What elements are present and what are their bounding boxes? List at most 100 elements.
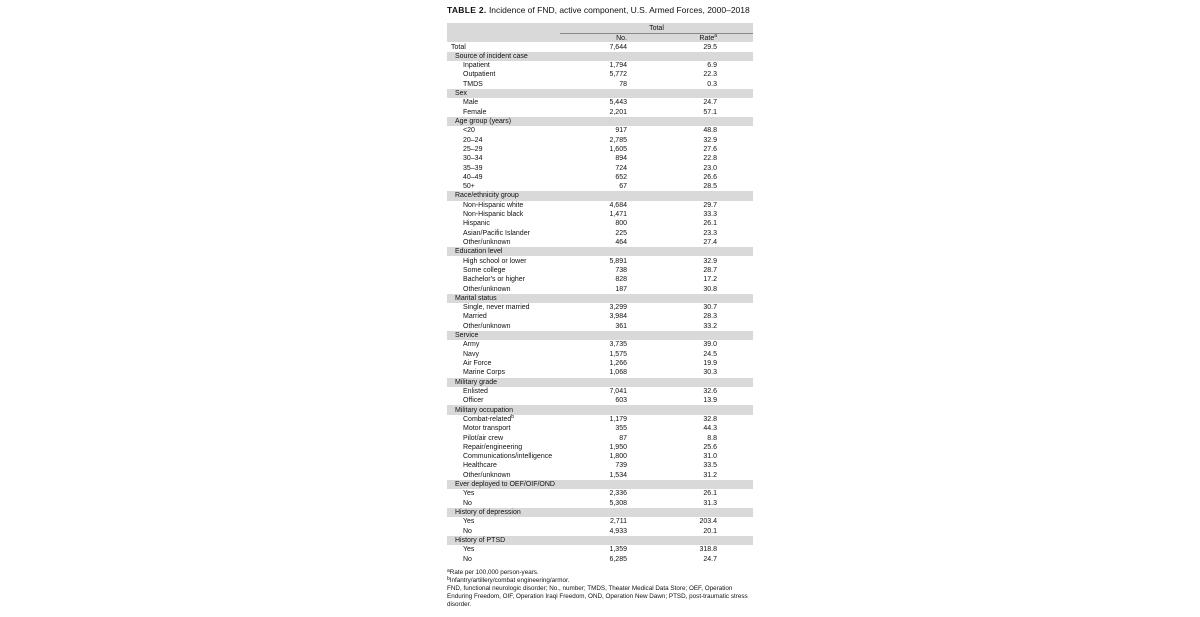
group-label: Military occupation bbox=[455, 406, 513, 414]
row-label-text: Communications/intelligence bbox=[463, 453, 553, 461]
column-header: No. bbox=[616, 34, 627, 42]
row-label-text: Non-Hispanic white bbox=[463, 201, 524, 209]
cell-number: 7,644 bbox=[609, 43, 627, 51]
row-label-text: Inpatient bbox=[463, 62, 490, 70]
cell-rate: 28.7 bbox=[703, 266, 717, 274]
cell-rate: 22.8 bbox=[703, 155, 717, 163]
cell-number: 3,984 bbox=[609, 313, 627, 321]
cell-rate: 31.2 bbox=[703, 471, 717, 479]
cell-number: 917 bbox=[615, 127, 627, 135]
header-line bbox=[560, 33, 753, 34]
cell-rate: 318.8 bbox=[699, 546, 717, 554]
footnote-text: Infantry/artillery/combat engineering/ar… bbox=[449, 576, 570, 584]
row-label-text: Yes bbox=[463, 518, 475, 526]
row-label: 30–34 bbox=[463, 154, 482, 163]
cell-rate: 23.3 bbox=[703, 229, 717, 237]
cell-rate: 19.9 bbox=[703, 360, 717, 368]
row-label-text: 30–34 bbox=[463, 155, 483, 163]
footnote: aRate per 100,000 person-years. bbox=[447, 567, 753, 577]
cell-number: 2,201 bbox=[609, 108, 627, 116]
row-label: Healthcare bbox=[463, 461, 497, 470]
row-label: Other/unknown bbox=[463, 238, 510, 247]
row-label-text: Other/unknown bbox=[463, 285, 511, 293]
group-row-shade bbox=[447, 535, 753, 546]
row-label-text: Air Force bbox=[463, 360, 492, 368]
cell-rate: 25.6 bbox=[703, 443, 717, 451]
group-label: Sex bbox=[455, 90, 468, 98]
group-row-shade bbox=[447, 51, 753, 61]
row-label-text: Pilot/air crew bbox=[463, 434, 504, 442]
row-label: Officer bbox=[463, 396, 484, 405]
cell-number: 5,772 bbox=[609, 71, 627, 79]
row-label-text: No bbox=[463, 499, 472, 507]
row-label: Non-Hispanic white bbox=[463, 201, 523, 210]
cell-number: 3,735 bbox=[609, 341, 627, 349]
cell-rate: 24.7 bbox=[703, 555, 717, 563]
cell-number: 5,443 bbox=[609, 99, 627, 107]
footnote-text: Rate per 100,000 person-years. bbox=[449, 568, 539, 576]
row-label-text: Combat-related bbox=[463, 415, 512, 423]
group-row-shade bbox=[447, 405, 753, 415]
row-label-text: Yes bbox=[463, 546, 475, 554]
group-row-shade bbox=[447, 479, 753, 490]
cell-number: 1,800 bbox=[609, 453, 627, 461]
cell-number: 361 bbox=[615, 322, 627, 330]
cell-number: 1,068 bbox=[609, 369, 627, 377]
cell-rate: 24.7 bbox=[703, 99, 717, 107]
row-label: Communications/intelligence bbox=[463, 452, 552, 461]
row-label-text: Repair/engineering bbox=[463, 443, 523, 451]
row-label: No bbox=[463, 527, 472, 536]
cell-number: 2,785 bbox=[609, 136, 627, 144]
row-label-text: No bbox=[463, 527, 472, 535]
cell-rate: 26.6 bbox=[703, 173, 717, 181]
row-label-text: Total bbox=[451, 43, 466, 51]
cell-rate: 44.3 bbox=[703, 425, 717, 433]
cell-rate: 0.3 bbox=[707, 80, 717, 88]
row-label-text: 35–39 bbox=[463, 164, 483, 172]
cell-rate: 29.7 bbox=[703, 201, 717, 209]
cell-number: 67 bbox=[619, 183, 627, 191]
cell-number: 1,575 bbox=[609, 350, 627, 358]
cell-number: 1,359 bbox=[609, 546, 627, 554]
cell-rate: 33.3 bbox=[703, 211, 717, 219]
row-label-text: Married bbox=[463, 313, 487, 321]
group-row-shade bbox=[447, 191, 753, 201]
row-label: No bbox=[463, 555, 472, 564]
footnote-mark: a bbox=[447, 567, 450, 574]
cell-rate: 57.1 bbox=[703, 108, 717, 116]
group-label: Military grade bbox=[455, 378, 498, 386]
row-label: High school or lower bbox=[463, 257, 526, 266]
cell-rate: 39.0 bbox=[703, 341, 717, 349]
cell-number: 7,041 bbox=[609, 387, 627, 395]
row-label-text: Bachelor's or higher bbox=[463, 276, 526, 284]
row-label-text: TMDS bbox=[463, 80, 483, 88]
row-label: 25–29 bbox=[463, 145, 482, 154]
row-label-text: Motor transport bbox=[463, 425, 511, 433]
row-label-text: Navy bbox=[463, 350, 479, 358]
row-label: Army bbox=[463, 340, 479, 349]
cell-rate: 29.5 bbox=[703, 43, 717, 51]
cell-rate: 24.5 bbox=[703, 350, 717, 358]
table-title: TABLE 2. Incidence of FND, active compon… bbox=[447, 5, 750, 15]
row-label: Some college bbox=[463, 266, 505, 275]
row-label-text: Other/unknown bbox=[463, 471, 511, 479]
cell-number: 87 bbox=[619, 434, 627, 442]
row-label: <20 bbox=[463, 126, 475, 135]
cell-rate: 30.7 bbox=[703, 304, 717, 312]
row-label: Total bbox=[451, 43, 466, 52]
cell-number: 5,891 bbox=[609, 257, 627, 265]
cell-number: 724 bbox=[615, 164, 627, 172]
cell-number: 4,933 bbox=[609, 527, 627, 535]
row-label-text: Officer bbox=[463, 397, 484, 405]
group-label: History of depression bbox=[455, 509, 521, 516]
cell-number: 1,534 bbox=[609, 471, 627, 479]
cell-number: 1,266 bbox=[609, 360, 627, 368]
footnote-text: FND, functional neurologic disorder; No.… bbox=[447, 584, 748, 608]
cell-number: 4,684 bbox=[609, 201, 627, 209]
cell-rate: 31.3 bbox=[703, 499, 717, 507]
row-label: Yes bbox=[463, 545, 474, 554]
cell-rate: 17.2 bbox=[703, 276, 717, 284]
title-text: Incidence of FND, active component, U.S.… bbox=[488, 5, 750, 15]
cell-rate: 48.8 bbox=[703, 127, 717, 135]
row-label: 50+ bbox=[463, 182, 475, 191]
